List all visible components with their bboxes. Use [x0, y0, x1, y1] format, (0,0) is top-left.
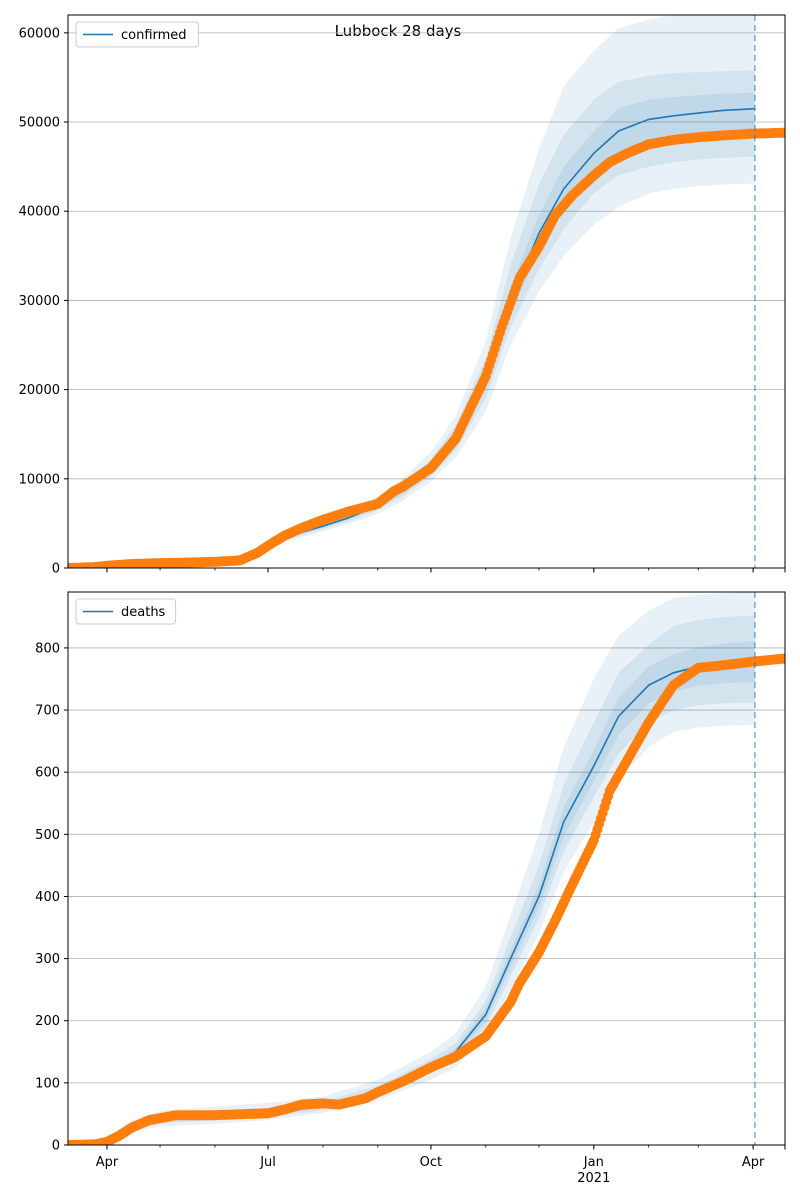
y-tick-label: 30000 — [19, 294, 60, 309]
uncertainty-band-outer — [68, 592, 755, 1145]
legend-label: confirmed — [121, 28, 187, 43]
x-tick-sublabel: 2021 — [577, 1171, 610, 1186]
observed-series — [68, 653, 785, 1145]
chart-deaths: 0 100 200 300 400 500 600 700 800 Apr Jul Oct Jan202… — [35, 591, 786, 1186]
y-tick-label: 300 — [35, 952, 60, 967]
y-tick-label: 400 — [35, 890, 60, 905]
y-tick-label: 700 — [35, 704, 60, 719]
legend-box — [75, 21, 199, 48]
legend-label: deaths — [121, 605, 166, 620]
y-tick-label: 800 — [35, 641, 60, 656]
y-tick-label: 0 — [52, 562, 60, 577]
x-tick-label: Apr — [742, 1155, 765, 1170]
y-tick-label: 10000 — [19, 472, 60, 487]
y-tick-label: 50000 — [19, 116, 60, 131]
legend: confirmed — [75, 21, 199, 48]
uncertainty-band-outer — [68, 15, 755, 568]
y-tick-label: 600 — [35, 766, 60, 781]
uncertainty-band-middle — [68, 70, 755, 568]
axes-frame — [67, 14, 786, 569]
chart-confirmed: 0 10000 20000 30000 40000 50000 60000 confirmed — [19, 14, 786, 577]
x-tick-label: Jan — [583, 1155, 604, 1170]
y-tick-label: 100 — [35, 1076, 60, 1091]
x-tick-label: Apr — [96, 1155, 119, 1170]
uncertainty-band-middle — [68, 615, 755, 1145]
y-tick-label: 20000 — [19, 383, 60, 398]
x-tick-label: Oct — [420, 1155, 442, 1170]
legend-box — [75, 598, 177, 625]
observed-series — [68, 127, 785, 568]
figure-title: Lubbock 28 days — [335, 22, 462, 40]
y-tick-label: 60000 — [19, 26, 60, 41]
y-tick-label: 40000 — [19, 205, 60, 220]
legend: deaths — [75, 598, 177, 625]
observed-point — [780, 653, 785, 664]
y-tick-label: 0 — [52, 1139, 60, 1154]
axes-frame — [67, 591, 786, 1146]
x-tick-label: Jul — [259, 1155, 276, 1170]
y-tick-label: 200 — [35, 1014, 60, 1029]
y-tick-label: 500 — [35, 828, 60, 843]
observed-point — [780, 127, 785, 138]
